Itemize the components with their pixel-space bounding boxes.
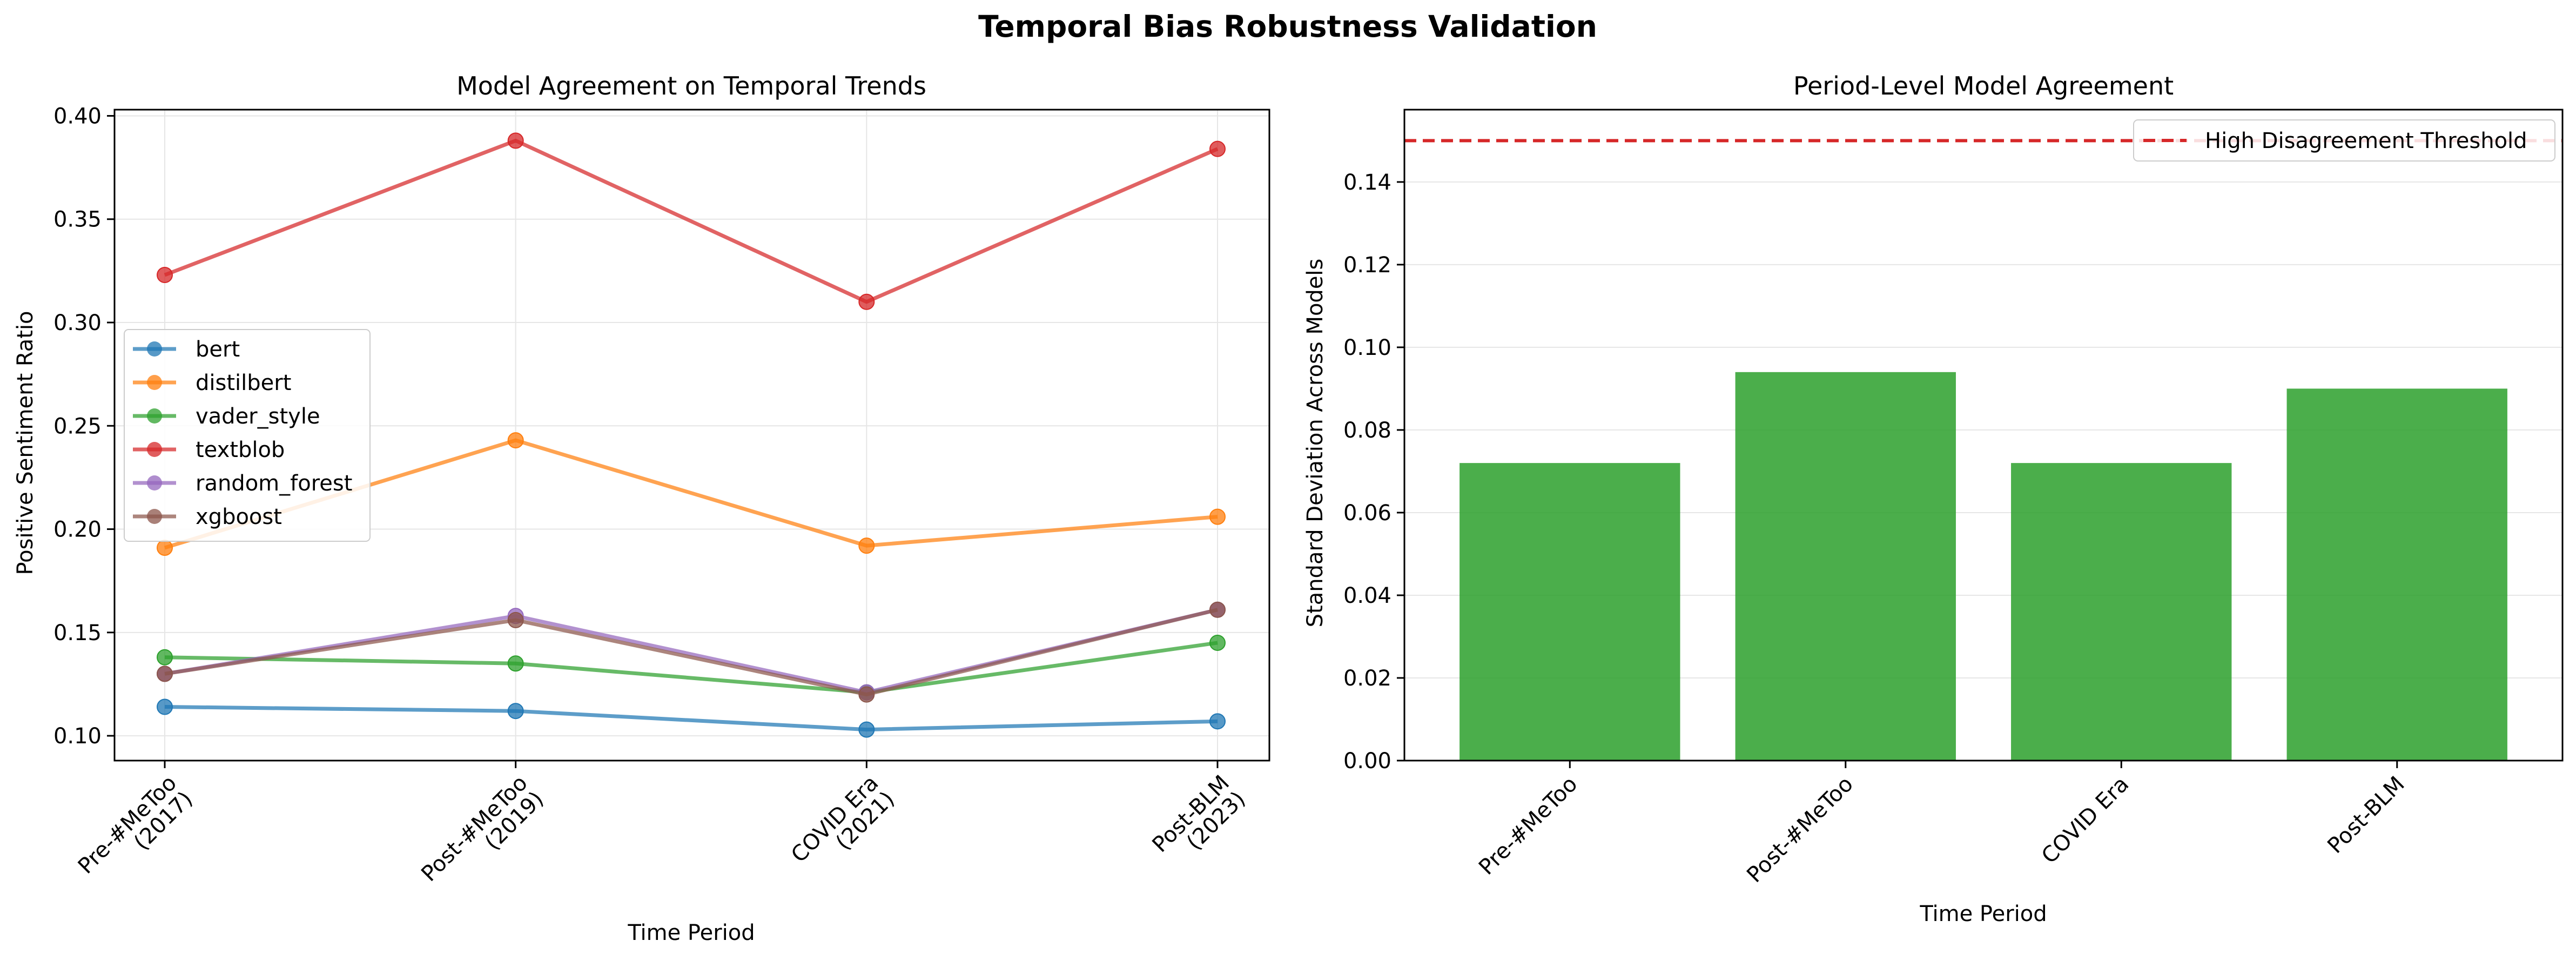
data-point-distilbert xyxy=(858,537,875,554)
data-point-textblob xyxy=(157,267,173,284)
legend-marker-vader_style xyxy=(147,408,162,424)
data-point-xgboost xyxy=(507,611,524,628)
legend-label-threshold: High Disagreement Threshold xyxy=(2205,129,2527,153)
y-tick-label: 0.20 xyxy=(53,518,102,542)
data-point-textblob xyxy=(1209,140,1226,157)
bar-post-metoo xyxy=(1735,372,1956,761)
data-point-bert xyxy=(157,698,173,715)
y-tick-label: 0.10 xyxy=(53,724,102,749)
data-point-vader_style xyxy=(507,655,524,672)
data-point-xgboost xyxy=(157,666,173,682)
legend-label-textblob: textblob xyxy=(196,438,285,462)
bar-chart: Period-Level Model Agreement Time Period… xyxy=(1303,71,2564,926)
data-point-textblob xyxy=(858,293,875,310)
data-point-textblob xyxy=(507,132,524,149)
data-point-xgboost xyxy=(858,686,875,703)
line-chart-xlabel: Time Period xyxy=(627,920,755,945)
legend-frame xyxy=(124,329,371,542)
bar-pre-metoo xyxy=(1459,463,1680,761)
figure-title: Temporal Bias Robustness Validation xyxy=(978,9,1597,44)
y-tick-label: 0.40 xyxy=(53,104,102,129)
y-tick-label: 0.12 xyxy=(1343,253,1391,278)
legend-marker-distilbert xyxy=(147,375,162,390)
y-tick-label: 0.15 xyxy=(53,621,102,646)
series-line-bert xyxy=(164,705,1218,732)
legend-marker-xgboost xyxy=(147,509,162,524)
bar-chart-title: Period-Level Model Agreement xyxy=(1793,71,2174,100)
legend-label-distilbert: distilbert xyxy=(196,371,291,395)
legend-frame xyxy=(2133,119,2555,162)
data-point-vader_style xyxy=(1209,634,1226,651)
series-line-vader_style xyxy=(164,641,1218,695)
legend-marker-bert xyxy=(147,341,162,357)
y-tick-label: 0.04 xyxy=(1343,583,1391,608)
bar-covid-era xyxy=(2011,463,2232,761)
y-tick-label: 0.30 xyxy=(53,311,102,335)
legend-label-bert: bert xyxy=(196,337,240,362)
legend-label-random_forest: random_forest xyxy=(196,471,352,496)
y-tick-label: 0.06 xyxy=(1343,501,1391,526)
y-tick-label: 0.02 xyxy=(1343,666,1391,691)
legend-marker-random_forest xyxy=(147,475,162,490)
y-tick-label: 0.10 xyxy=(1343,335,1391,360)
data-point-bert xyxy=(507,703,524,720)
series-line-xgboost xyxy=(164,608,1218,697)
y-tick-label: 0.08 xyxy=(1343,418,1391,443)
data-point-distilbert xyxy=(507,432,524,449)
bar-chart-xlabel: Time Period xyxy=(1919,902,2047,926)
line-chart-legend: bert distilbert vader_style textblob random_… xyxy=(124,329,371,542)
line-chart-ylabel: Positive Sentiment Ratio xyxy=(13,311,38,575)
data-point-bert xyxy=(858,721,875,738)
y-tick-label: 0.00 xyxy=(1343,749,1391,774)
bar-chart-ylabel: Standard Deviation Across Models xyxy=(1303,259,1328,628)
data-point-xgboost xyxy=(1209,601,1226,618)
plot-frame xyxy=(1403,109,2564,762)
bar-chart-legend: High Disagreement Threshold xyxy=(2133,119,2555,162)
y-tick-label: 0.35 xyxy=(53,207,102,232)
y-tick-label: 0.14 xyxy=(1343,170,1391,195)
data-point-distilbert xyxy=(157,539,173,556)
bar-post-blm xyxy=(2286,388,2507,761)
y-tick-label: 0.25 xyxy=(53,414,102,439)
data-point-vader_style xyxy=(157,649,173,666)
plot-frame xyxy=(113,109,1270,762)
legend-label-xgboost: xgboost xyxy=(196,505,282,529)
series-line-textblob xyxy=(164,138,1219,304)
data-point-distilbert xyxy=(1209,508,1226,525)
data-point-bert xyxy=(1209,713,1226,730)
legend-label-vader_style: vader_style xyxy=(196,404,320,429)
legend-marker-textblob xyxy=(147,442,162,457)
line-chart-title: Model Agreement on Temporal Trends xyxy=(456,71,926,100)
